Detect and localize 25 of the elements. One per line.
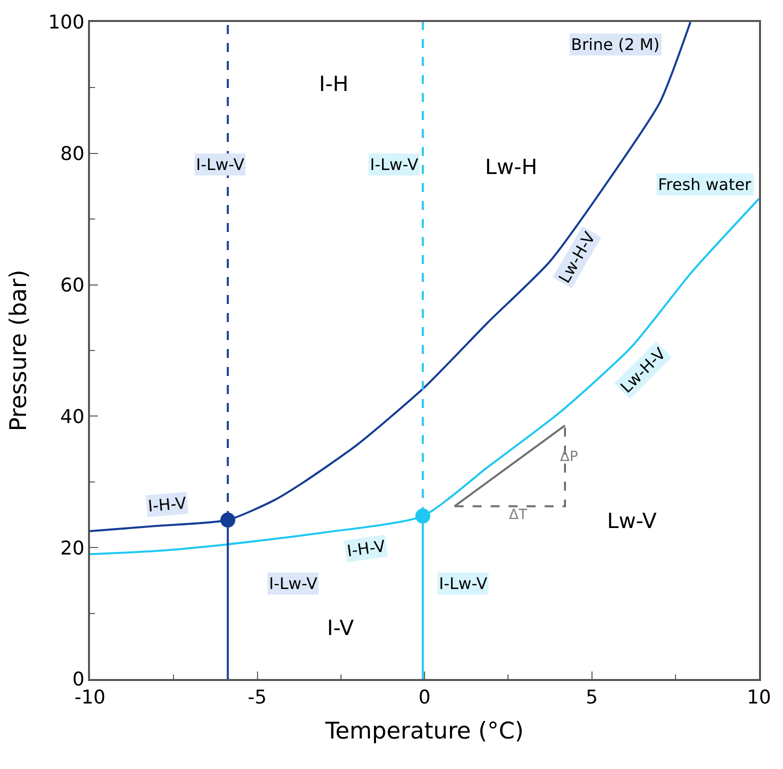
x-tick-label: -5 xyxy=(248,686,267,709)
annotation: ΔP xyxy=(560,449,578,465)
annotation: I-H xyxy=(319,72,349,96)
annotation: I-H-V xyxy=(346,536,386,561)
x-tick-label: 0 xyxy=(418,686,431,709)
annotation: Lw-H xyxy=(485,155,538,179)
annotation: I-H-V xyxy=(147,493,188,516)
y-tick-label: 60 xyxy=(60,274,84,296)
annotation: Lw-V xyxy=(607,509,658,533)
annotation: ΔT xyxy=(509,507,528,523)
x-tick-label: 5 xyxy=(586,686,598,709)
annotation: I-Lw-V xyxy=(439,574,488,593)
y-tick-label: 40 xyxy=(60,406,84,428)
x-tick-label: 10 xyxy=(746,686,772,709)
annotation: I-Lw-V xyxy=(370,155,418,174)
y-axis-title: Pressure (bar) xyxy=(6,270,32,432)
series-label: Brine (2 M) xyxy=(571,35,660,54)
annotation: I-V xyxy=(327,616,355,640)
y-tick-label: 100 xyxy=(48,12,84,34)
annotation: I-Lw-V xyxy=(196,155,244,174)
x-axis-title: Temperature (°C) xyxy=(324,718,524,745)
y-tick-label: 20 xyxy=(60,537,84,560)
annotation: I-Lw-V xyxy=(269,574,318,593)
y-tick-label: 80 xyxy=(60,143,84,166)
series-label: Fresh water xyxy=(658,175,752,194)
